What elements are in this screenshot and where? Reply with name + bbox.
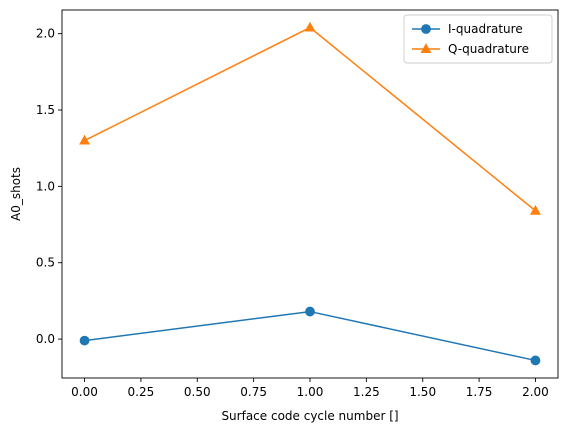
x-tick-label: 0.50 (184, 385, 211, 399)
legend-marker (420, 43, 432, 53)
x-tick-label: 1.25 (353, 385, 380, 399)
y-tick-label: 2.0 (36, 27, 55, 41)
data-point-q-quadrature (530, 204, 541, 215)
legend-item-q-quadrature: Q-quadrature (412, 42, 529, 56)
legend-label: Q-quadrature (448, 42, 529, 56)
data-point-i-quadrature (79, 335, 90, 346)
data-point-i-quadrature (530, 355, 541, 366)
x-tick-label: 0.00 (71, 385, 98, 399)
y-axis-label: A0_shots (9, 167, 23, 221)
data-point-q-quadrature (304, 21, 316, 32)
y-tick-label: 0.5 (36, 256, 55, 270)
plot-area (62, 10, 558, 378)
x-tick-label: 1.50 (409, 385, 436, 399)
legend-items: I-quadrature Q-quadrature (412, 22, 529, 56)
y-tick-label: 1.5 (36, 103, 55, 117)
y-axis: 0.0 0.5 1.0 1.5 2.0 (36, 27, 62, 346)
x-tick-label: 0.25 (128, 385, 155, 399)
legend: I-quadrature Q-quadrature (403, 14, 553, 64)
series-q-quadrature (79, 21, 541, 215)
chart-marks (79, 21, 541, 366)
plot-frame (61, 9, 559, 379)
x-tick-label: 0.75 (240, 385, 267, 399)
x-tick-label: 2.00 (522, 385, 549, 399)
legend-label: I-quadrature (448, 22, 523, 36)
y-tick-label: 1.0 (36, 179, 55, 193)
x-tick-label: 1.75 (466, 385, 493, 399)
legend-box (403, 14, 553, 64)
data-point-q-quadrature (79, 134, 90, 145)
x-axis-label: Surface code cycle number [] (221, 409, 398, 423)
legend-marker (421, 24, 431, 34)
data-point-i-quadrature (305, 306, 315, 317)
x-axis: 0.00 0.25 0.50 0.75 1.00 1.25 1.50 1.75 2.00 (71, 378, 549, 399)
x-tick-label: 1.00 (297, 385, 324, 399)
legend-item-i-quadrature: I-quadrature (412, 22, 523, 36)
y-tick-label: 0.0 (36, 332, 55, 346)
series-i-quadrature (79, 306, 541, 366)
